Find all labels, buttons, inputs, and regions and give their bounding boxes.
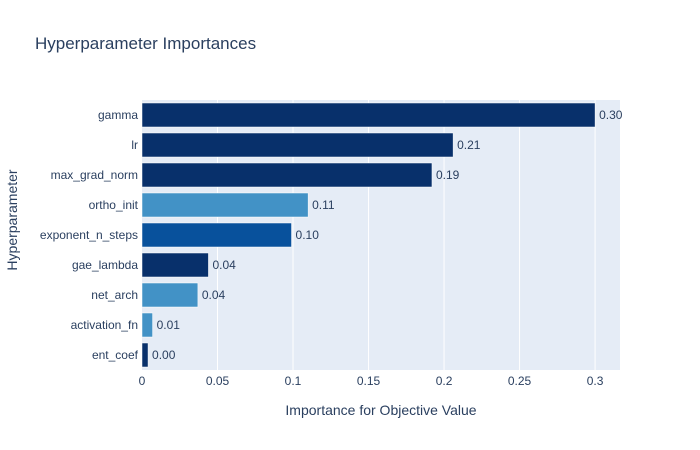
y-tick-label: gamma xyxy=(98,108,138,122)
bar-value-label: 0.21 xyxy=(457,138,481,152)
bar-lr[interactable] xyxy=(141,132,454,158)
bar-net_arch[interactable] xyxy=(141,282,199,308)
y-tick-label: gae_lambda xyxy=(72,258,138,272)
x-tick-label: 0.25 xyxy=(508,374,532,388)
x-tick-label: 0 xyxy=(139,374,146,388)
bar-value-label: 0.04 xyxy=(202,288,226,302)
x-tick-label: 0.15 xyxy=(357,374,381,388)
bar-value-label: 0.30 xyxy=(599,108,623,122)
bar-value-label: 0.00 xyxy=(152,348,176,362)
x-tick-label: 0.1 xyxy=(285,374,302,388)
y-tick-label: ortho_init xyxy=(89,198,139,212)
y-tick-label: exponent_n_steps xyxy=(40,228,138,242)
bar-value-label: 0.11 xyxy=(312,198,335,212)
bar-gae_lambda[interactable] xyxy=(141,252,209,278)
bar-value-label: 0.04 xyxy=(212,258,236,272)
bar-value-label: 0.10 xyxy=(296,228,320,242)
x-axis-title: Importance for Objective Value xyxy=(285,402,476,418)
bar-ent_coef[interactable] xyxy=(141,342,149,368)
bar-activation_fn[interactable] xyxy=(141,312,153,338)
x-tick-label: 0.2 xyxy=(436,374,453,388)
bar-value-label: 0.19 xyxy=(436,168,460,182)
bar-exponent_n_steps[interactable] xyxy=(141,222,292,248)
x-tick-label: 0.3 xyxy=(587,374,604,388)
x-tick-label: 0.05 xyxy=(206,374,230,388)
y-tick-label: lr xyxy=(131,138,138,152)
y-tick-label: activation_fn xyxy=(71,318,138,332)
bar-max_grad_norm[interactable] xyxy=(141,162,433,188)
y-axis-title: Hyperparameter xyxy=(4,169,20,270)
y-tick-label: net_arch xyxy=(91,288,138,302)
bar-gamma[interactable] xyxy=(141,102,596,128)
chart-title: Hyperparameter Importances xyxy=(35,34,257,53)
bar-value-label: 0.01 xyxy=(157,318,181,332)
bar-ortho_init[interactable] xyxy=(141,192,309,218)
y-tick-label: ent_coef xyxy=(92,348,139,362)
y-tick-label: max_grad_norm xyxy=(51,168,138,182)
